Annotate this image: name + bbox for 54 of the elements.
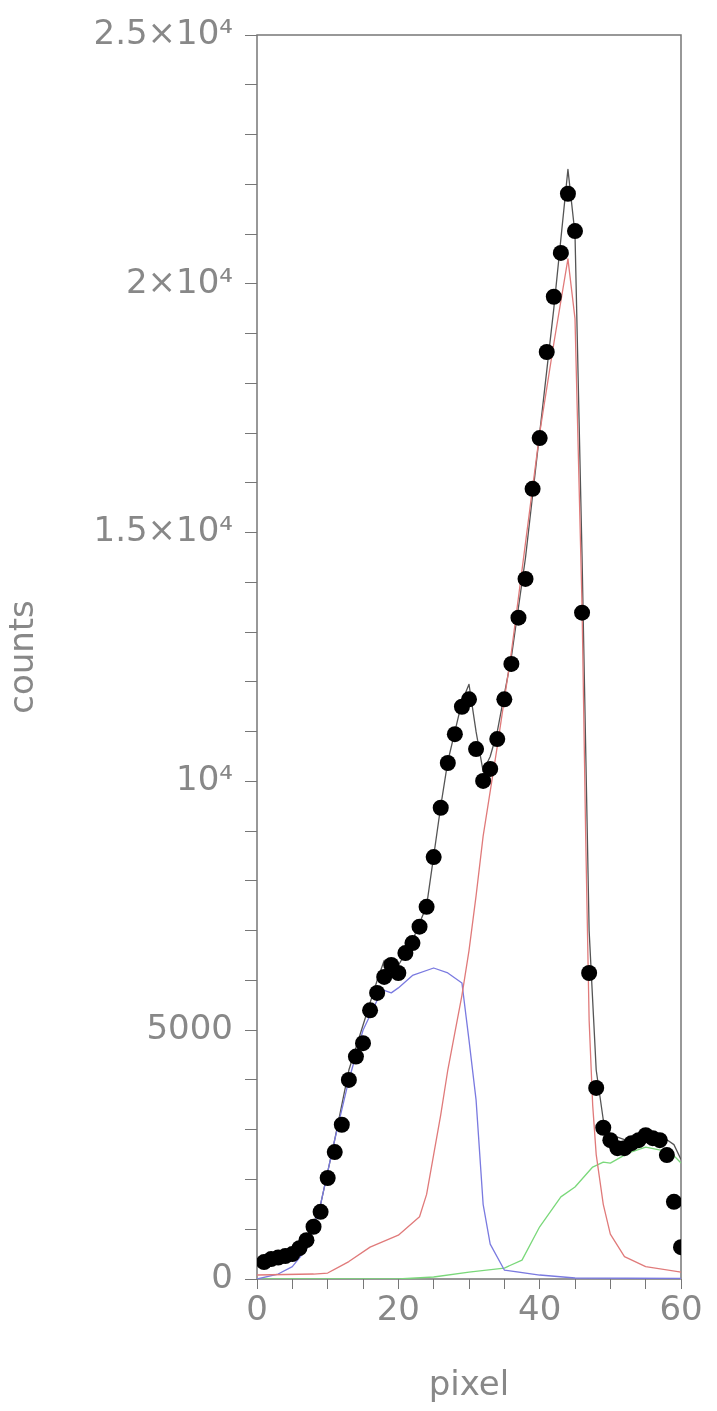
point bbox=[446, 726, 463, 743]
point bbox=[411, 918, 428, 935]
y-tick-label: 2×10⁴ bbox=[125, 260, 233, 301]
x-tick-label: 40 bbox=[518, 1288, 562, 1329]
point bbox=[461, 691, 477, 708]
y-tick-label: 1.5×10⁴ bbox=[93, 509, 233, 550]
point bbox=[362, 1002, 379, 1019]
y-tick-label: 10⁴ bbox=[176, 758, 233, 799]
x-tick-label: 0 bbox=[246, 1288, 268, 1329]
point bbox=[404, 935, 421, 952]
point bbox=[538, 343, 555, 360]
point bbox=[517, 570, 534, 587]
point bbox=[312, 1203, 329, 1220]
point bbox=[425, 849, 442, 866]
point bbox=[475, 772, 492, 789]
point bbox=[333, 1116, 350, 1133]
point bbox=[390, 964, 407, 981]
point bbox=[489, 731, 506, 748]
point bbox=[432, 799, 449, 816]
point bbox=[595, 1119, 612, 1136]
y-axis-title: counts bbox=[1, 600, 42, 714]
point bbox=[340, 1071, 357, 1088]
point bbox=[574, 604, 591, 621]
point bbox=[355, 1035, 371, 1052]
point bbox=[347, 1048, 364, 1065]
x-tick-label: 60 bbox=[659, 1288, 703, 1329]
point bbox=[418, 898, 435, 915]
point bbox=[503, 655, 520, 672]
x-tick-label: 20 bbox=[376, 1288, 420, 1329]
point bbox=[439, 754, 456, 771]
point bbox=[376, 968, 393, 985]
point bbox=[298, 1232, 315, 1249]
point bbox=[510, 609, 527, 626]
point bbox=[369, 984, 386, 1001]
y-tick-label: 0 bbox=[211, 1255, 233, 1296]
point bbox=[319, 1169, 336, 1186]
point bbox=[468, 741, 485, 758]
y-tick-label: 2.5×10⁴ bbox=[93, 11, 233, 52]
point bbox=[559, 185, 576, 202]
point bbox=[567, 223, 583, 240]
point bbox=[531, 430, 548, 447]
point bbox=[588, 1079, 605, 1096]
point bbox=[552, 244, 569, 261]
x-axis-title: pixel bbox=[428, 1363, 510, 1404]
point bbox=[496, 691, 513, 708]
point bbox=[581, 964, 598, 981]
point bbox=[305, 1218, 322, 1235]
point bbox=[524, 480, 541, 497]
point bbox=[326, 1144, 343, 1161]
point bbox=[482, 760, 499, 777]
y-tick-label: 5000 bbox=[146, 1007, 233, 1048]
point bbox=[658, 1147, 675, 1164]
point bbox=[665, 1193, 681, 1210]
point bbox=[545, 288, 562, 305]
